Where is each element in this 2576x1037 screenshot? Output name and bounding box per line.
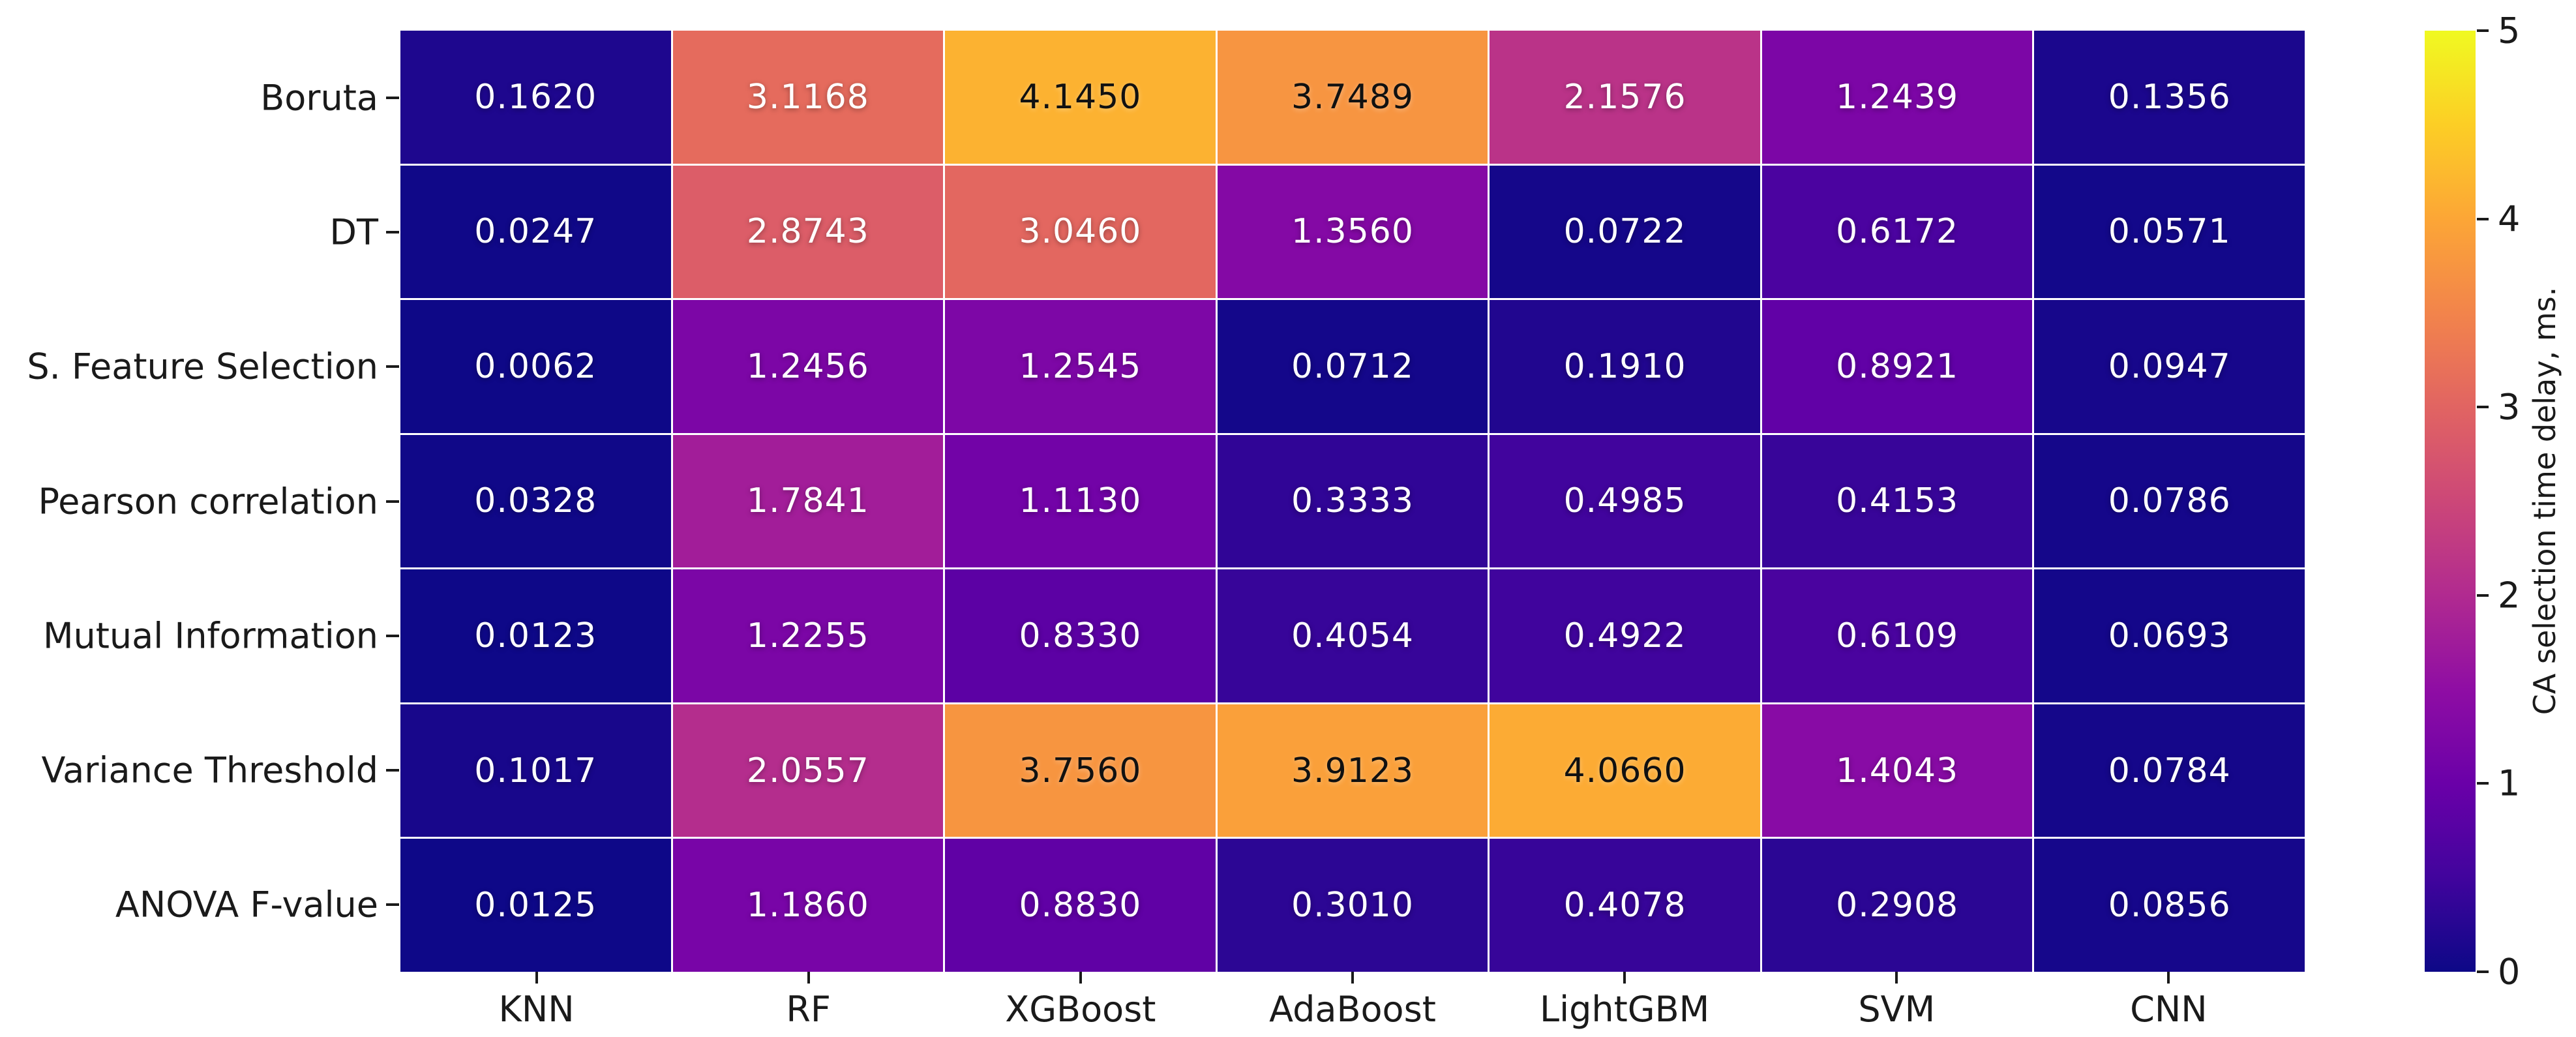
heatmap-cell-boruta-xgboost: 4.1450 — [945, 31, 1216, 164]
col-label-knn: KNN — [498, 989, 575, 1030]
heatmap-cell-mutual-information-knn: 0.0123 — [400, 569, 671, 702]
colorbar-tick-mark — [2477, 217, 2489, 220]
heatmap-cell-variance-threshold-xgboost: 3.7560 — [945, 704, 1216, 837]
heatmap-cell-dt-adaboost: 1.3560 — [1217, 165, 1488, 299]
heatmap-cell-s-feature-selection-cnn: 0.0947 — [2034, 300, 2305, 433]
colorbar-tick-label-0: 0 — [2498, 951, 2521, 993]
y-tick-mark — [386, 97, 399, 100]
heatmap-cell-dt-cnn: 0.0571 — [2034, 165, 2305, 299]
colorbar-tick-mark — [2477, 406, 2489, 409]
heatmap-cell-anova-f-value-cnn: 0.0856 — [2034, 839, 2305, 972]
heatmap-cell-variance-threshold-knn: 0.1017 — [400, 704, 671, 837]
heatmap-cell-dt-xgboost: 3.0460 — [945, 165, 1216, 299]
x-tick-mark — [1895, 972, 1898, 984]
heatmap-cell-mutual-information-adaboost: 0.4054 — [1217, 569, 1488, 702]
heatmap-cell-boruta-adaboost: 3.7489 — [1217, 31, 1488, 164]
heatmap-cell-s-feature-selection-xgboost: 1.2545 — [945, 300, 1216, 433]
colorbar-tick-mark — [2477, 782, 2489, 785]
heatmap-cell-dt-rf: 2.8743 — [672, 165, 944, 299]
heatmap-cell-boruta-knn: 0.1620 — [400, 31, 671, 164]
heatmap-cell-s-feature-selection-adaboost: 0.0712 — [1217, 300, 1488, 433]
heatmap-cell-s-feature-selection-lightgbm: 0.1910 — [1490, 300, 1760, 433]
col-label-rf: RF — [786, 989, 831, 1030]
row-label-dt: DT — [329, 211, 378, 253]
heatmap-cell-mutual-information-cnn: 0.0693 — [2034, 569, 2305, 702]
colorbar-tick-mark — [2477, 29, 2489, 32]
heatmap-cell-s-feature-selection-svm: 0.8921 — [1761, 300, 2033, 433]
x-tick-mark — [807, 972, 810, 984]
row-label-s-feature-selection: S. Feature Selection — [27, 346, 378, 387]
heatmap-cell-dt-lightgbm: 0.0722 — [1490, 165, 1760, 299]
colorbar-tick-label-4: 4 — [2498, 198, 2521, 240]
heatmap-cell-boruta-cnn: 0.1356 — [2034, 31, 2305, 164]
col-label-cnn: CNN — [2130, 989, 2208, 1030]
y-tick-mark — [386, 231, 399, 234]
heatmap-cell-boruta-lightgbm: 2.1576 — [1490, 31, 1760, 164]
heatmap-cell-anova-f-value-knn: 0.0125 — [400, 839, 671, 972]
row-label-boruta: Boruta — [260, 77, 378, 119]
row-label-variance-threshold: Variance Threshold — [41, 749, 378, 791]
heatmap-cell-boruta-svm: 1.2439 — [1761, 31, 2033, 164]
y-tick-mark — [386, 903, 399, 906]
colorbar-label: CA selection time delay, ms. — [2527, 286, 2562, 715]
heatmap-cell-anova-f-value-svm: 0.2908 — [1761, 839, 2033, 972]
heatmap-cell-boruta-rf: 3.1168 — [672, 31, 944, 164]
y-tick-mark — [386, 365, 399, 368]
col-label-svm: SVM — [1858, 989, 1936, 1030]
x-tick-mark — [1351, 972, 1354, 984]
row-label-mutual-information: Mutual Information — [42, 615, 378, 657]
y-tick-mark — [386, 634, 399, 637]
heatmap-cell-pearson-correlation-xgboost: 1.1130 — [945, 434, 1216, 568]
heatmap-cell-variance-threshold-rf: 2.0557 — [672, 704, 944, 837]
colorbar — [2425, 31, 2476, 972]
x-tick-mark — [1623, 972, 1626, 984]
heatmap-cell-s-feature-selection-knn: 0.0062 — [400, 300, 671, 433]
x-tick-mark — [2167, 972, 2170, 984]
colorbar-tick-mark — [2477, 970, 2489, 973]
heatmap-cell-variance-threshold-cnn: 0.0784 — [2034, 704, 2305, 837]
col-label-adaboost: AdaBoost — [1269, 989, 1436, 1030]
heatmap-cell-pearson-correlation-rf: 1.7841 — [672, 434, 944, 568]
row-label-anova-f-value: ANOVA F-value — [115, 884, 378, 925]
x-tick-mark — [535, 972, 538, 984]
colorbar-tick-mark — [2477, 594, 2489, 597]
heatmap-cell-pearson-correlation-adaboost: 0.3333 — [1217, 434, 1488, 568]
heatmap-cell-pearson-correlation-knn: 0.0328 — [400, 434, 671, 568]
heatmap-cell-variance-threshold-svm: 1.4043 — [1761, 704, 2033, 837]
heatmap-cell-pearson-correlation-svm: 0.4153 — [1761, 434, 2033, 568]
heatmap-cell-pearson-correlation-cnn: 0.0786 — [2034, 434, 2305, 568]
heatmap-grid: 0.1620 3.1168 4.1450 3.7489 2.1576 1.2439 0.13… — [400, 31, 2305, 972]
colorbar-tick-label-1: 1 — [2498, 762, 2521, 804]
heatmap-cell-mutual-information-rf: 1.2255 — [672, 569, 944, 702]
heatmap-cell-anova-f-value-lightgbm: 0.4078 — [1490, 839, 1760, 972]
heatmap-cell-mutual-information-xgboost: 0.8330 — [945, 569, 1216, 702]
colorbar-tick-label-2: 2 — [2498, 575, 2521, 616]
col-label-lightgbm: LightGBM — [1540, 989, 1710, 1030]
heatmap-cell-variance-threshold-lightgbm: 4.0660 — [1490, 704, 1760, 837]
col-label-xgboost: XGBoost — [1005, 989, 1156, 1030]
heatmap-cell-anova-f-value-adaboost: 0.3010 — [1217, 839, 1488, 972]
colorbar-tick-label-3: 3 — [2498, 386, 2521, 428]
heatmap-cell-pearson-correlation-lightgbm: 0.4985 — [1490, 434, 1760, 568]
heatmap-cell-mutual-information-lightgbm: 0.4922 — [1490, 569, 1760, 702]
colorbar-tick-label-5: 5 — [2498, 10, 2521, 52]
x-tick-mark — [1079, 972, 1082, 984]
row-label-pearson-correlation: Pearson correlation — [38, 481, 378, 522]
heatmap-cell-mutual-information-svm: 0.6109 — [1761, 569, 2033, 702]
heatmap-cell-s-feature-selection-rf: 1.2456 — [672, 300, 944, 433]
heatmap-cell-variance-threshold-adaboost: 3.9123 — [1217, 704, 1488, 837]
y-tick-mark — [386, 768, 399, 772]
heatmap-cell-anova-f-value-xgboost: 0.8830 — [945, 839, 1216, 972]
heatmap-cell-dt-knn: 0.0247 — [400, 165, 671, 299]
y-tick-mark — [386, 500, 399, 503]
heatmap-cell-anova-f-value-rf: 1.1860 — [672, 839, 944, 972]
heatmap-cell-dt-svm: 0.6172 — [1761, 165, 2033, 299]
